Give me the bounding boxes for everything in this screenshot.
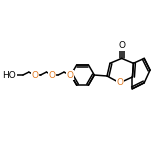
Text: O: O	[118, 41, 125, 50]
Text: HO: HO	[2, 71, 16, 79]
Text: O: O	[31, 71, 38, 79]
Text: O: O	[116, 78, 123, 87]
Text: O: O	[49, 71, 56, 79]
Text: O: O	[66, 71, 73, 79]
